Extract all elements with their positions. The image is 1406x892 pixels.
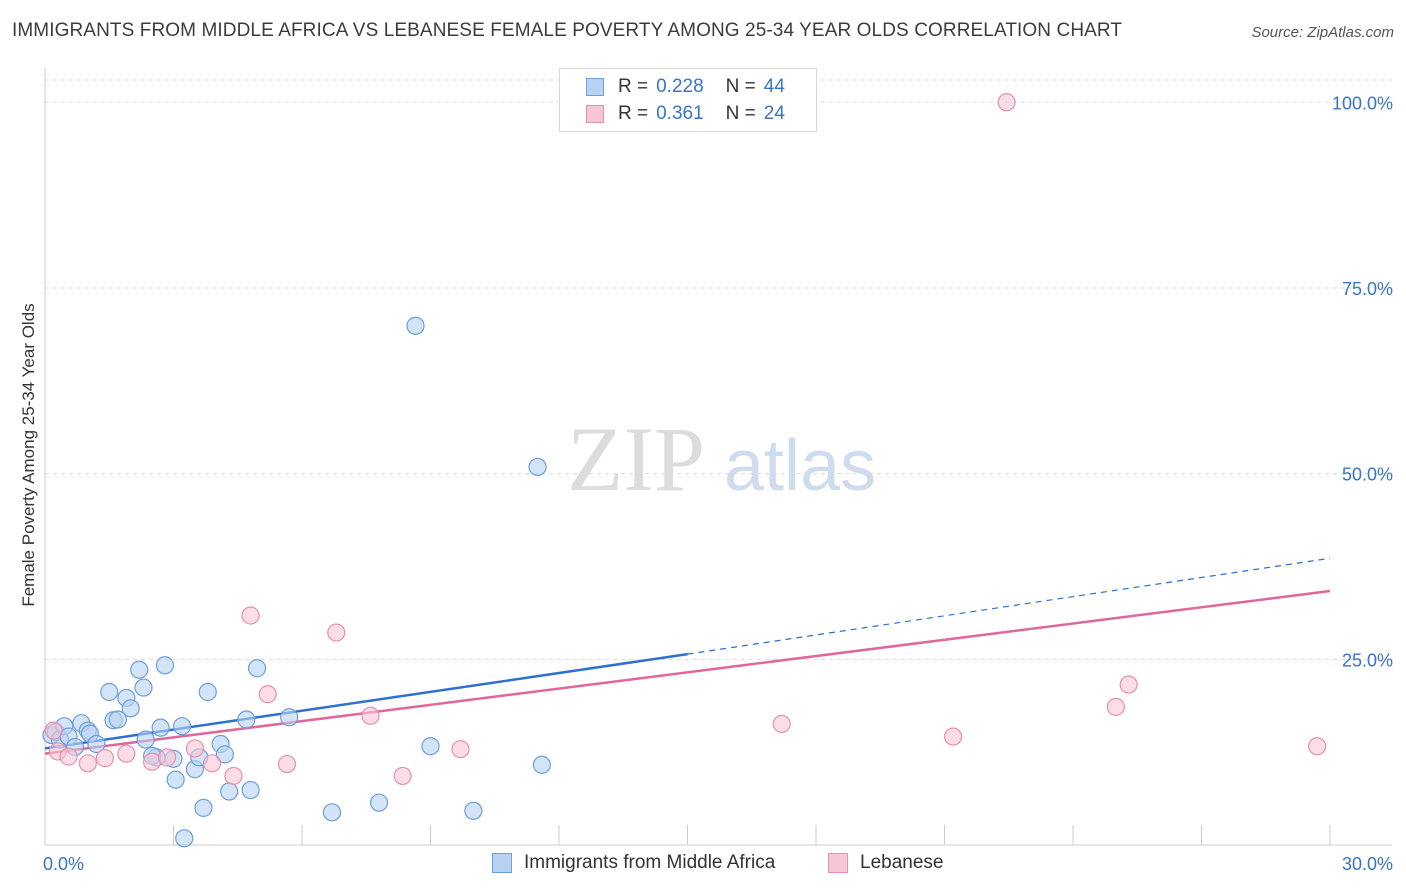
- r-label: R =: [618, 103, 649, 124]
- r-value-pink: 0.361: [656, 103, 704, 124]
- point-middle-africa: [464, 801, 483, 820]
- point-lebanese: [772, 714, 791, 734]
- legend-row-pink: R = 0.361 N = 24: [586, 102, 785, 126]
- point-lebanese: [185, 739, 205, 758]
- legend-item-lebanese: Lebanese: [828, 852, 943, 874]
- point-middle-africa: [370, 793, 389, 812]
- point-lebanese: [44, 721, 63, 740]
- point-middle-africa: [134, 678, 153, 697]
- legend-label-middle-africa: Immigrants from Middle Africa: [524, 852, 776, 873]
- point-lebanese: [997, 93, 1016, 112]
- point-lebanese: [59, 747, 78, 766]
- trend-line-middle-africa: [44, 652, 688, 750]
- legend-swatch-blue: [492, 853, 512, 873]
- trend-line-middle-africa-extension: [687, 557, 1331, 655]
- point-lebanese: [943, 727, 963, 746]
- point-middle-africa: [247, 659, 267, 678]
- point-lebanese: [277, 754, 297, 774]
- point-middle-africa: [237, 710, 256, 729]
- point-lebanese: [224, 766, 243, 786]
- legend-item-middle-africa: Immigrants from Middle Africa: [492, 852, 775, 874]
- point-lebanese: [142, 752, 162, 771]
- point-middle-africa: [175, 829, 194, 848]
- point-lebanese: [1106, 697, 1125, 716]
- series-legend: Immigrants from Middle Africa Lebanese: [0, 852, 1406, 878]
- n-value-pink: 24: [763, 103, 785, 124]
- point-middle-africa: [241, 780, 260, 800]
- trend-lines: [44, 557, 1331, 755]
- point-lebanese: [78, 754, 97, 773]
- r-label: R =: [618, 76, 649, 97]
- trend-line-lebanese: [44, 589, 1331, 755]
- point-middle-africa: [532, 755, 551, 774]
- n-label: N =: [725, 76, 756, 97]
- point-lebanese: [202, 754, 222, 773]
- legend-swatch-pink: [586, 105, 604, 123]
- point-lebanese: [451, 740, 470, 759]
- point-middle-africa: [136, 730, 155, 749]
- point-middle-africa: [220, 782, 239, 801]
- point-middle-africa: [151, 718, 170, 737]
- legend-swatch-pink: [828, 853, 848, 873]
- point-lebanese: [95, 749, 115, 768]
- y-tick-label: 75.0%: [1342, 279, 1393, 299]
- point-middle-africa: [406, 316, 425, 335]
- point-lebanese: [258, 685, 277, 704]
- correlation-legend: R = 0.228 N = 44 R = 0.361 N = 24: [559, 68, 817, 132]
- point-middle-africa: [215, 745, 234, 764]
- point-middle-africa: [130, 660, 149, 679]
- point-middle-africa: [198, 682, 217, 702]
- y-tick-label: 50.0%: [1342, 465, 1393, 485]
- point-middle-africa: [194, 798, 213, 817]
- point-middle-africa: [108, 710, 127, 729]
- n-value-blue: 44: [763, 76, 785, 97]
- point-middle-africa: [155, 656, 175, 675]
- point-middle-africa: [421, 737, 440, 756]
- point-middle-africa: [322, 803, 342, 822]
- point-lebanese: [1119, 675, 1138, 694]
- x-tick-label: 30.0%: [1342, 854, 1393, 874]
- legend-row-blue: R = 0.228 N = 44: [586, 75, 785, 99]
- watermark-zip: ZIP: [567, 408, 705, 510]
- point-lebanese: [117, 744, 136, 763]
- point-middle-africa: [280, 708, 299, 727]
- y-tick-label: 100.0%: [1332, 93, 1393, 113]
- y-axis-label: Female Poverty Among 25-34 Year Olds: [19, 303, 38, 606]
- point-lebanese: [241, 606, 260, 625]
- tick-labels: 25.0% 50.0% 75.0% 100.0% 0.0% 30.0%: [43, 93, 1393, 874]
- point-lebanese: [327, 623, 346, 642]
- point-lebanese: [1308, 737, 1327, 756]
- point-lebanese: [393, 766, 412, 786]
- point-middle-africa: [166, 770, 185, 789]
- source-label: Source: ZipAtlas.com: [1251, 24, 1394, 41]
- point-middle-africa: [528, 457, 547, 477]
- watermark: ZIP atlas: [567, 408, 876, 510]
- data-points: [42, 93, 1327, 848]
- point-middle-africa: [100, 682, 119, 702]
- point-lebanese: [361, 706, 380, 725]
- point-middle-africa: [121, 699, 140, 718]
- n-label: N =: [725, 103, 756, 124]
- point-middle-africa: [87, 734, 106, 754]
- legend-swatch-blue: [586, 78, 604, 96]
- r-value-blue: 0.228: [656, 76, 704, 97]
- grid-lines: [45, 79, 1392, 660]
- point-lebanese: [157, 748, 177, 767]
- point-middle-africa: [172, 717, 192, 736]
- axes: [44, 68, 1392, 846]
- chart-title: IMMIGRANTS FROM MIDDLE AFRICA VS LEBANES…: [12, 20, 1123, 41]
- x-tick-label: 0.0%: [43, 854, 84, 874]
- watermark-atlas: atlas: [724, 426, 876, 506]
- y-tick-label: 25.0%: [1342, 650, 1393, 670]
- legend-label-lebanese: Lebanese: [860, 852, 944, 873]
